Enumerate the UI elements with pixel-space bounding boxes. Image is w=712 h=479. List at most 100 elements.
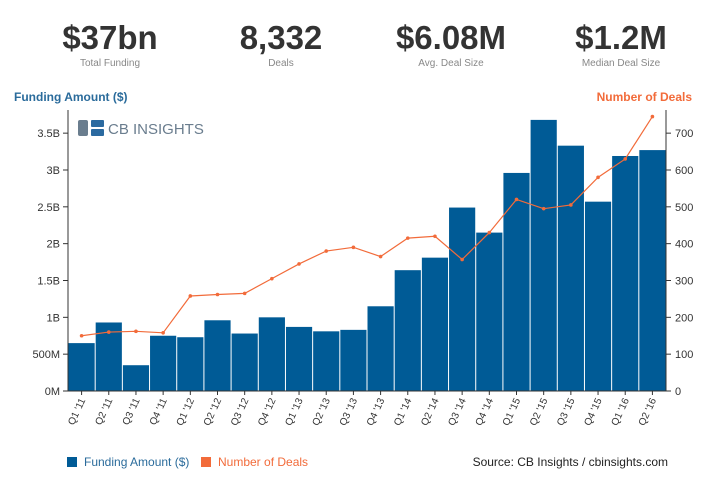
funding-bar (449, 207, 476, 391)
deals-point (541, 206, 546, 211)
kpi-label: Total Funding (79, 58, 141, 69)
deals-point (460, 257, 464, 262)
kpi-value: $6.08M (395, 19, 507, 56)
deals-point (351, 245, 356, 250)
right-axis-tick-label: 300 (675, 275, 693, 287)
funding-bar (68, 343, 95, 391)
right-axis-tick-label: 0 (675, 386, 681, 398)
x-axis-tick-label: Q2 '11 (94, 396, 116, 427)
kpi-value: $37bn (62, 19, 158, 56)
deals-point (134, 329, 138, 334)
x-axis-tick-label: Q1 '14 (392, 396, 414, 427)
kpi-value: 8,332 (239, 19, 323, 56)
left-axis-tick-label: 1B (47, 312, 60, 324)
deals-point (650, 114, 655, 119)
kpi-label: Avg. Deal Size (418, 58, 484, 69)
left-axis-title: Funding Amount ($) (14, 90, 128, 104)
cb-insights-logo: CB INSIGHTS (78, 120, 204, 138)
left-axis-tick-label: 2B (47, 239, 60, 251)
kpi-avg-deal-size: $6.08M Avg. Deal Size (366, 19, 536, 70)
funding-bar (503, 172, 530, 391)
deals-point (215, 292, 220, 297)
funding-bar (476, 232, 503, 391)
deals-point (297, 262, 301, 266)
x-axis-tick-label: Q4 '13 (365, 396, 387, 427)
x-axis-tick-label: Q3 '15 (555, 396, 577, 427)
kpi-label: Deals (268, 58, 294, 69)
deals-point (106, 330, 111, 334)
funding-bar (367, 306, 394, 391)
cb-insights-logo-mark (78, 120, 104, 136)
x-axis-tick-label: Q1 '12 (175, 396, 197, 427)
x-axis-tick-label: Q4 '14 (474, 396, 496, 427)
x-axis-tick-label: Q1 '11 (66, 396, 88, 427)
funding-bar (177, 337, 204, 391)
deals-point (324, 249, 329, 253)
funding-bar (204, 320, 231, 391)
x-axis-tick-label: Q1 '13 (283, 396, 305, 427)
kpi-value: $1.2M (575, 19, 667, 56)
left-axis-tick-label: 3.5B (37, 128, 60, 140)
funding-bar (557, 145, 584, 391)
kpi-deals: 8,332 Deals (196, 19, 366, 70)
x-axis-tick-label: Q2 '13 (311, 396, 333, 427)
legend-swatch-line (201, 457, 211, 467)
funding-bar (340, 329, 367, 391)
source-note: Source: CB Insights / cbinsights.com (472, 455, 668, 469)
right-axis-tick-label: 500 (675, 202, 693, 214)
funding-bar (394, 270, 421, 391)
deals-point (433, 234, 437, 239)
deals-point (378, 254, 383, 259)
funding-bar (612, 155, 639, 391)
deals-point (569, 203, 573, 207)
deals-point (270, 276, 274, 281)
kpi-total-funding: $37bn Total Funding (25, 19, 195, 70)
left-axis-tick-label: 3B (47, 165, 60, 177)
legend-funding-amount: Funding Amount ($) (67, 455, 189, 469)
deals-line (81, 116, 653, 337)
deals-point (242, 291, 247, 296)
deals-point (514, 197, 519, 202)
deals-point (188, 294, 193, 298)
x-axis-tick-label: Q1 '16 (610, 396, 632, 427)
funding-bar (285, 326, 313, 391)
kpi-label: Median Deal Size (581, 58, 661, 69)
left-axis-tick-label: 2.5B (37, 202, 60, 214)
deals-point (487, 230, 492, 235)
legend-label: Funding Amount ($) (84, 455, 190, 469)
funding-bar (639, 150, 666, 391)
left-axis-tick-label: 1.5B (37, 275, 60, 287)
cb-insights-logo-text: CB INSIGHTS (108, 121, 204, 138)
legend-number-of-deals: Number of Deals (201, 455, 308, 469)
right-axis-tick-label: 600 (675, 165, 693, 177)
kpi-median-deal-size: $1.2M Median Deal Size (536, 19, 706, 70)
kpi-strip: $37bn Total Funding 8,332 Deals $6.08M A… (0, 0, 712, 80)
left-axis-tick-label: 0M (45, 386, 60, 398)
funding-bar (584, 201, 612, 391)
right-axis-tick-label: 100 (675, 349, 693, 361)
x-axis-tick-label: Q2 '14 (419, 396, 441, 427)
right-axis-title: Number of Deals (597, 90, 693, 104)
legend-label: Number of Deals (218, 455, 309, 469)
x-axis-tick-label: Q2 '12 (202, 396, 224, 427)
deals-point (596, 175, 600, 180)
funding-bar (231, 333, 258, 391)
deals-point (405, 236, 410, 240)
funding-bar (530, 119, 557, 391)
x-axis-tick-label: Q4 '15 (582, 396, 604, 427)
x-axis-tick-label: Q3 '11 (121, 396, 143, 427)
deals-point (623, 157, 628, 161)
right-axis-tick-label: 200 (675, 312, 693, 324)
left-axis-tick-label: 500M (32, 349, 60, 361)
x-axis-tick-label: Q3 '14 (447, 396, 469, 427)
deals-point (161, 331, 165, 335)
funding-bar (150, 335, 177, 391)
legend-swatch-bar (67, 457, 77, 467)
x-axis-tick-label: Q3 '12 (229, 396, 251, 427)
funding-bar (258, 317, 285, 391)
deals-point (79, 333, 84, 338)
x-axis-tick-label: Q1 '15 (501, 396, 523, 427)
right-axis-tick-label: 700 (675, 128, 693, 140)
x-axis-tick-label: Q4 '11 (148, 396, 170, 427)
